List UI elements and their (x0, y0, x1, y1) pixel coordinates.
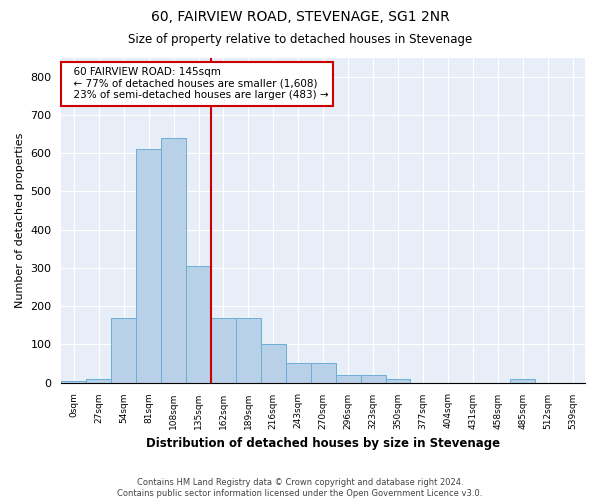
Bar (136, 150, 161, 382)
Bar (161, 138, 186, 382)
Y-axis label: Number of detached properties: Number of detached properties (15, 132, 25, 308)
Text: 60, FAIRVIEW ROAD, STEVENAGE, SG1 2NR: 60, FAIRVIEW ROAD, STEVENAGE, SG1 2NR (151, 10, 449, 24)
Bar (361, 375, 386, 382)
Bar (186, 266, 211, 382)
Bar (211, 318, 236, 382)
Bar (261, 344, 286, 383)
Bar (311, 364, 335, 382)
Text: Contains HM Land Registry data © Crown copyright and database right 2024.
Contai: Contains HM Land Registry data © Crown c… (118, 478, 482, 498)
Bar (236, 318, 261, 382)
Bar (86, 378, 111, 382)
Bar (510, 378, 535, 382)
Bar (61, 380, 86, 382)
Bar (111, 318, 136, 382)
X-axis label: Distribution of detached houses by size in Stevenage: Distribution of detached houses by size … (146, 437, 500, 450)
Bar (286, 364, 311, 382)
Bar (386, 378, 410, 382)
Text: 60 FAIRVIEW ROAD: 145sqm
  ← 77% of detached houses are smaller (1,608)
  23% of: 60 FAIRVIEW ROAD: 145sqm ← 77% of detach… (67, 68, 328, 100)
Text: Size of property relative to detached houses in Stevenage: Size of property relative to detached ho… (128, 32, 472, 46)
Bar (335, 375, 361, 382)
